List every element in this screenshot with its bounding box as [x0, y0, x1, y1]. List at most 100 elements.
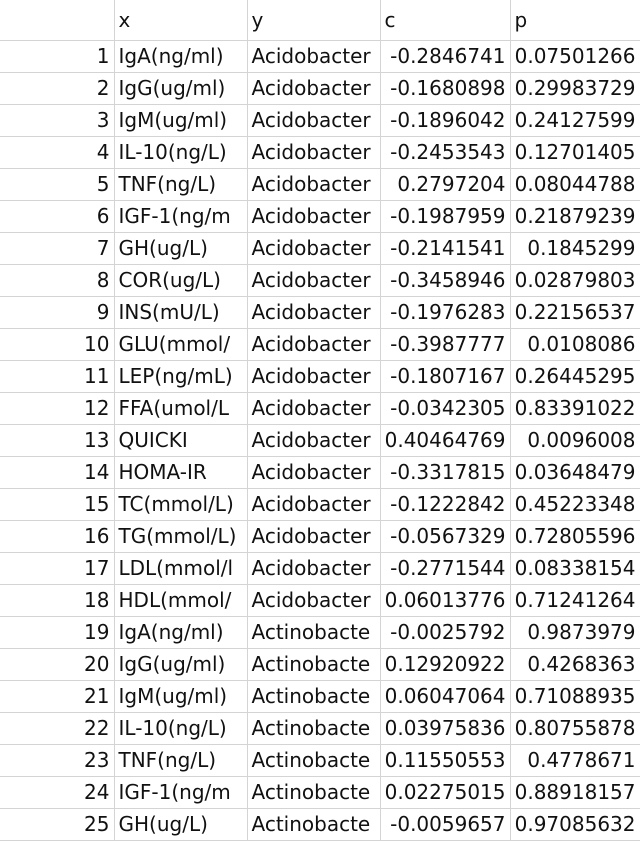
cell-p[interactable]: 0.88918157	[510, 776, 640, 809]
cell-c[interactable]: -0.1896042	[380, 104, 511, 137]
cell-y[interactable]: Actinobacte	[247, 744, 381, 777]
cell-p[interactable]: 0.0096008	[510, 424, 640, 457]
cell-c[interactable]: -0.3987777	[380, 328, 511, 361]
cell-c[interactable]: 0.06047064	[380, 680, 511, 713]
cell-y[interactable]: Acidobacter	[247, 136, 381, 169]
cell-c[interactable]: -0.2141541	[380, 232, 511, 265]
cell-y[interactable]: Acidobacter	[247, 296, 381, 329]
cell-x[interactable]: IgM(ug/ml)	[114, 104, 248, 137]
cell-c[interactable]: -0.0059657	[380, 808, 511, 841]
header-cell-c[interactable]: c	[380, 0, 511, 41]
cell-index[interactable]: 2	[0, 72, 115, 105]
cell-index[interactable]: 21	[0, 680, 115, 713]
cell-x[interactable]: HOMA-IR	[114, 456, 248, 489]
cell-y[interactable]: Acidobacter	[247, 40, 381, 73]
cell-x[interactable]: LDL(mmol/l	[114, 552, 248, 585]
cell-c[interactable]: -0.0342305	[380, 392, 511, 425]
cell-c[interactable]: -0.2846741	[380, 40, 511, 73]
cell-p[interactable]: 0.45223348	[510, 488, 640, 521]
cell-c[interactable]: 0.02275015	[380, 776, 511, 809]
cell-c[interactable]: -0.2771544	[380, 552, 511, 585]
cell-x[interactable]: GLU(mmol/	[114, 328, 248, 361]
cell-index[interactable]: 5	[0, 168, 115, 201]
cell-y[interactable]: Acidobacter	[247, 72, 381, 105]
cell-p[interactable]: 0.4268363	[510, 648, 640, 681]
cell-index[interactable]: 23	[0, 744, 115, 777]
cell-p[interactable]: 0.72805596	[510, 520, 640, 553]
cell-x[interactable]: TNF(ng/L)	[114, 168, 248, 201]
cell-index[interactable]: 16	[0, 520, 115, 553]
cell-y[interactable]: Acidobacter	[247, 456, 381, 489]
cell-c[interactable]: 0.03975836	[380, 712, 511, 745]
cell-y[interactable]: Acidobacter	[247, 328, 381, 361]
cell-p[interactable]: 0.07501266	[510, 40, 640, 73]
cell-index[interactable]: 14	[0, 456, 115, 489]
cell-p[interactable]: 0.4778671	[510, 744, 640, 777]
cell-c[interactable]: -0.1222842	[380, 488, 511, 521]
cell-p[interactable]: 0.71088935	[510, 680, 640, 713]
cell-index[interactable]: 18	[0, 584, 115, 617]
cell-y[interactable]: Acidobacter	[247, 232, 381, 265]
cell-p[interactable]: 0.1845299	[510, 232, 640, 265]
cell-y[interactable]: Actinobacte	[247, 616, 381, 649]
cell-p[interactable]: 0.29983729	[510, 72, 640, 105]
cell-p[interactable]: 0.21879239	[510, 200, 640, 233]
cell-index[interactable]: 7	[0, 232, 115, 265]
cell-c[interactable]: -0.2453543	[380, 136, 511, 169]
cell-p[interactable]: 0.12701405	[510, 136, 640, 169]
cell-c[interactable]: -0.3317815	[380, 456, 511, 489]
cell-c[interactable]: 0.40464769	[380, 424, 511, 457]
cell-index[interactable]: 1	[0, 40, 115, 73]
cell-c[interactable]: -0.0025792	[380, 616, 511, 649]
cell-x[interactable]: IgA(ng/ml)	[114, 616, 248, 649]
cell-y[interactable]: Acidobacter	[247, 488, 381, 521]
cell-y[interactable]: Acidobacter	[247, 584, 381, 617]
cell-x[interactable]: GH(ug/L)	[114, 232, 248, 265]
cell-index[interactable]: 22	[0, 712, 115, 745]
cell-x[interactable]: IL-10(ng/L)	[114, 712, 248, 745]
cell-index[interactable]: 8	[0, 264, 115, 297]
cell-c[interactable]: -0.1976283	[380, 296, 511, 329]
cell-p[interactable]: 0.80755878	[510, 712, 640, 745]
cell-index[interactable]: 15	[0, 488, 115, 521]
cell-y[interactable]: Acidobacter	[247, 360, 381, 393]
cell-index[interactable]: 10	[0, 328, 115, 361]
cell-p[interactable]: 0.0108086	[510, 328, 640, 361]
cell-x[interactable]: COR(ug/L)	[114, 264, 248, 297]
cell-index[interactable]: 24	[0, 776, 115, 809]
cell-c[interactable]: 0.12920922	[380, 648, 511, 681]
cell-c[interactable]: 0.2797204	[380, 168, 511, 201]
cell-x[interactable]: TNF(ng/L)	[114, 744, 248, 777]
cell-index[interactable]: 11	[0, 360, 115, 393]
cell-y[interactable]: Acidobacter	[247, 200, 381, 233]
cell-p[interactable]: 0.02879803	[510, 264, 640, 297]
cell-x[interactable]: IgG(ug/ml)	[114, 72, 248, 105]
cell-c[interactable]: -0.1987959	[380, 200, 511, 233]
cell-index[interactable]: 20	[0, 648, 115, 681]
cell-x[interactable]: TG(mmol/L)	[114, 520, 248, 553]
cell-x[interactable]: IgG(ug/ml)	[114, 648, 248, 681]
cell-y[interactable]: Actinobacte	[247, 648, 381, 681]
cell-x[interactable]: LEP(ng/mL)	[114, 360, 248, 393]
cell-c[interactable]: 0.06013776	[380, 584, 511, 617]
cell-y[interactable]: Actinobacte	[247, 808, 381, 841]
cell-p[interactable]: 0.9873979	[510, 616, 640, 649]
header-cell-index[interactable]	[0, 0, 115, 41]
cell-x[interactable]: GH(ug/L)	[114, 808, 248, 841]
cell-p[interactable]: 0.26445295	[510, 360, 640, 393]
cell-y[interactable]: Acidobacter	[247, 520, 381, 553]
cell-p[interactable]: 0.22156537	[510, 296, 640, 329]
cell-p[interactable]: 0.24127599	[510, 104, 640, 137]
cell-x[interactable]: INS(mU/L)	[114, 296, 248, 329]
cell-p[interactable]: 0.83391022	[510, 392, 640, 425]
cell-index[interactable]: 9	[0, 296, 115, 329]
cell-x[interactable]: TC(mmol/L)	[114, 488, 248, 521]
cell-x[interactable]: IL-10(ng/L)	[114, 136, 248, 169]
cell-index[interactable]: 4	[0, 136, 115, 169]
cell-p[interactable]: 0.03648479	[510, 456, 640, 489]
cell-p[interactable]: 0.08338154	[510, 552, 640, 585]
header-cell-x[interactable]: x	[114, 0, 248, 41]
cell-y[interactable]: Actinobacte	[247, 776, 381, 809]
cell-x[interactable]: IGF-1(ng/m	[114, 200, 248, 233]
cell-x[interactable]: IGF-1(ng/m	[114, 776, 248, 809]
